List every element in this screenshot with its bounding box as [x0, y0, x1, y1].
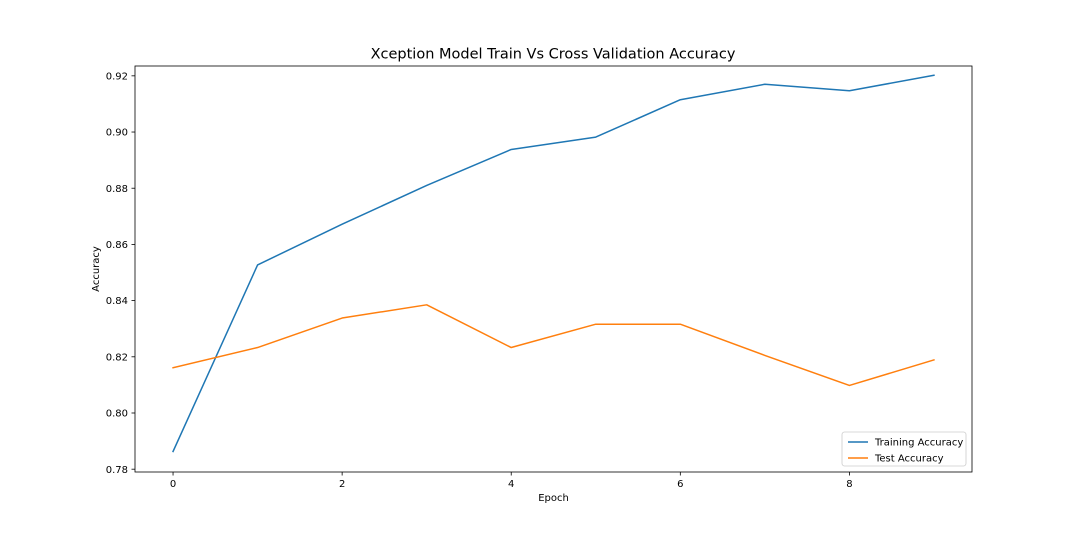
y-axis: 0.78 0.80 0.82 0.84 0.86 0.88 0.90 0.92	[106, 71, 135, 476]
y-tick-label: 0.92	[106, 71, 128, 82]
legend: Training Accuracy Test Accuracy	[841, 431, 967, 467]
chart-title: Xception Model Train Vs Cross Validation…	[371, 47, 736, 63]
y-tick-label: 0.88	[106, 184, 128, 195]
y-tick-label: 0.90	[106, 128, 128, 139]
y-tick-label: 0.80	[106, 409, 128, 420]
y-tick-label: 0.86	[106, 240, 128, 251]
series-line-0	[172, 74, 935, 453]
x-tick-label: 2	[339, 479, 345, 490]
y-tick-label: 0.84	[106, 296, 128, 307]
y-tick-label: 0.82	[106, 352, 128, 363]
x-tick-label: 6	[677, 479, 683, 490]
x-tick-label: 0	[170, 479, 176, 490]
x-tick-label: 4	[508, 479, 514, 490]
x-tick-label: 8	[846, 479, 852, 490]
y-tick-label: 0.78	[106, 465, 128, 476]
x-axis-label: Epoch	[538, 493, 569, 504]
series-line-1	[172, 304, 935, 387]
legend-box	[841, 431, 967, 467]
y-axis-label: Accuracy	[91, 246, 102, 292]
plot-frame	[134, 65, 973, 473]
series-lines	[172, 74, 935, 453]
legend-entry-label: Test Accuracy	[874, 454, 944, 465]
x-axis: 0 2 4 6 8	[170, 472, 853, 490]
legend-entry-label: Training Accuracy	[874, 438, 963, 449]
